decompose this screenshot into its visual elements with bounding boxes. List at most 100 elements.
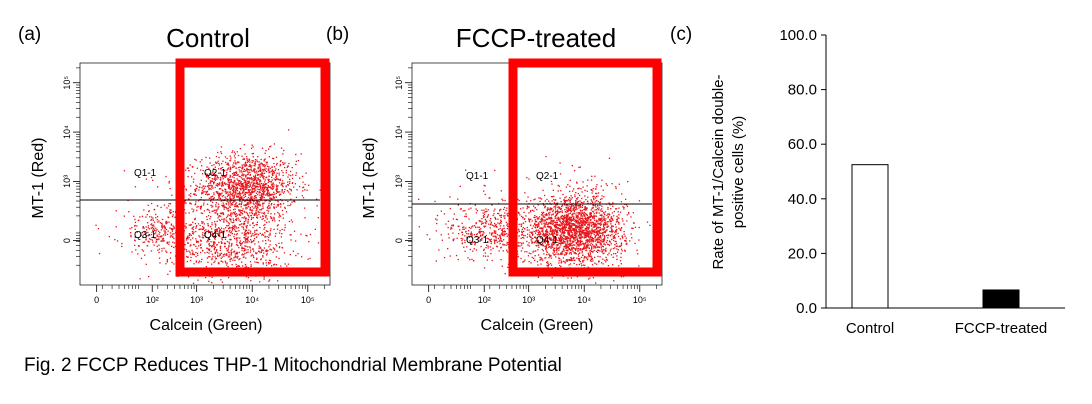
scatter-dot — [224, 176, 227, 178]
scatter-dot — [188, 194, 190, 196]
scatter-dot — [609, 204, 611, 206]
scatter-dot — [221, 163, 223, 165]
scatter-dot — [268, 246, 270, 248]
scatter-dot — [314, 228, 316, 230]
scatter-dot — [598, 223, 601, 225]
scatter-dot — [217, 233, 219, 235]
scatter-dot — [159, 222, 161, 224]
scatter-dot — [254, 165, 256, 167]
scatter-dot — [319, 189, 321, 191]
scatter-dot — [568, 197, 571, 199]
scatter-dot — [201, 228, 204, 230]
scatter-dot — [221, 185, 223, 187]
scatter-dot — [610, 254, 613, 256]
scatter-dot — [607, 208, 609, 210]
scatter-dot — [569, 208, 571, 210]
scatter-dot — [245, 183, 247, 185]
scatter-dot — [503, 227, 505, 229]
scatter-dot — [254, 186, 256, 188]
scatter-dot — [625, 237, 627, 239]
scatter-dot — [475, 222, 477, 224]
scatter-dot — [561, 261, 563, 263]
scatter-dot — [211, 263, 213, 265]
scatter-dot — [544, 223, 546, 225]
scatter-dot — [215, 202, 217, 204]
scatter-dot — [558, 217, 560, 219]
scatter-dot — [229, 258, 231, 260]
scatter-dot — [222, 233, 224, 235]
scatter-dot — [168, 221, 170, 223]
scatter-dot — [222, 200, 224, 202]
scatter-dot — [200, 228, 202, 230]
scatter-dot — [304, 189, 306, 191]
scatter-dot — [562, 232, 564, 234]
scatter-dot — [238, 230, 240, 232]
scatter-dot — [266, 218, 268, 220]
scatter-dot — [236, 257, 239, 259]
scatter-dot — [277, 280, 279, 282]
scatter-dot — [575, 214, 577, 216]
scatter-dot — [274, 179, 277, 181]
scatter-dot — [551, 232, 553, 234]
scatter-dot — [291, 201, 293, 203]
scatter-dot — [250, 178, 252, 180]
scatter-dot — [251, 153, 253, 155]
scatter-dot — [226, 169, 228, 171]
scatter-dot — [578, 259, 580, 261]
scatter-dot — [272, 186, 274, 188]
panel-a-dots — [95, 129, 329, 284]
scatter-dot — [235, 172, 237, 174]
scatter-dot — [233, 177, 235, 179]
scatter-dot — [216, 192, 218, 194]
scatter-dot — [565, 243, 567, 246]
scatter-dot — [249, 163, 251, 166]
scatter-dot — [556, 204, 558, 206]
scatter-dot — [520, 223, 522, 225]
scatter-dot — [242, 184, 244, 186]
scatter-dot — [268, 169, 270, 171]
scatter-dot — [563, 218, 565, 220]
scatter-dot — [227, 247, 229, 249]
scatter-dot — [254, 168, 256, 170]
scatter-dot — [586, 230, 589, 232]
scatter-dot — [531, 232, 533, 234]
scatter-dot — [266, 209, 268, 212]
scatter-dot — [211, 164, 213, 167]
scatter-dot — [243, 144, 245, 146]
scatter-dot — [567, 216, 569, 218]
scatter-dot — [261, 196, 263, 198]
scatter-dot — [212, 236, 215, 238]
scatter-dot — [246, 161, 248, 163]
scatter-dot — [610, 227, 612, 229]
scatter-dot — [236, 214, 238, 216]
scatter-dot — [187, 242, 189, 244]
scatter-dot — [593, 195, 595, 197]
scatter-dot — [611, 212, 614, 214]
scatter-dot — [558, 260, 560, 262]
scatter-dot — [287, 184, 289, 186]
scatter-dot — [551, 230, 553, 233]
scatter-dot — [249, 185, 252, 187]
scatter-dot — [155, 240, 158, 242]
scatter-dot — [557, 239, 559, 241]
scatter-dot — [190, 203, 192, 205]
scatter-dot — [536, 234, 538, 236]
scatter-dot — [563, 217, 565, 219]
scatter-dot — [580, 238, 582, 240]
scatter-dot — [248, 241, 250, 243]
scatter-dot — [296, 189, 298, 191]
scatter-dot — [266, 171, 268, 173]
scatter-dot — [152, 241, 154, 243]
scatter-dot — [210, 231, 212, 233]
scatter-dot — [592, 215, 595, 217]
scatter-dot — [229, 219, 231, 221]
scatter-dot — [596, 246, 598, 248]
scatter-dot — [576, 217, 578, 219]
scatter-dot — [545, 250, 548, 252]
scatter-dot — [284, 206, 286, 209]
scatter-dot — [277, 224, 279, 226]
scatter-dot — [246, 168, 248, 170]
scatter-dot — [552, 209, 554, 211]
scatter-dot — [213, 237, 216, 239]
scatter-dot — [156, 205, 158, 207]
